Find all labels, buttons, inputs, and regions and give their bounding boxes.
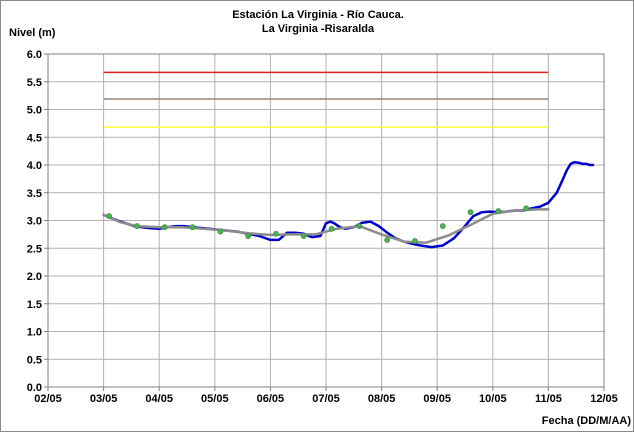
x-tick-label: 10/05	[479, 393, 507, 405]
data-point-marker	[356, 223, 363, 229]
x-tick-label: 11/05	[535, 393, 562, 405]
data-point-marker	[412, 238, 418, 244]
y-tick-label: 6.0	[27, 49, 42, 61]
data-point-marker	[495, 208, 502, 214]
y-tick-label: 0.0	[27, 382, 42, 394]
observed-level-line	[102, 160, 595, 249]
data-point-marker	[328, 225, 335, 232]
x-axis-label: Fecha (DD/M/AA)	[542, 415, 632, 427]
data-point-marker	[384, 237, 391, 243]
data-point-marker	[189, 224, 196, 231]
chart-title: Estación La Virginia - Río Cauca.	[232, 9, 404, 21]
x-tick-label: 08/05	[368, 393, 396, 405]
grid-layer	[47, 53, 605, 388]
x-tick-label: 03/05	[90, 393, 118, 405]
data-point-marker	[161, 224, 168, 231]
chart-subtitle: La Virginia -Risaralda	[262, 23, 375, 35]
y-tick-label: 2.0	[27, 271, 42, 283]
data-point-marker	[217, 228, 224, 235]
x-tick-label: 06/05	[257, 393, 285, 405]
data-point-marker	[439, 223, 446, 229]
data-point-marker	[245, 233, 252, 239]
x-tick-label: 02/05	[34, 393, 62, 405]
x-tick-label: 07/05	[312, 393, 340, 405]
y-tick-label: 0.5	[27, 354, 42, 366]
y-tick-label: 5.0	[27, 105, 42, 117]
data-point-marker	[273, 230, 279, 237]
x-tick-label: 04/05	[145, 393, 173, 405]
y-tick-label: 1.0	[27, 327, 42, 339]
y-axis-label: Nivel (m)	[9, 27, 56, 39]
series-layer	[102, 160, 595, 249]
y-tick-label: 3.0	[27, 216, 42, 228]
x-tick-label: 12/05	[590, 393, 618, 405]
data-point-marker	[467, 209, 474, 216]
smoothed-level-line	[102, 208, 550, 244]
x-tick-label: 09/05	[423, 393, 451, 405]
y-tick-label: 2.5	[27, 243, 42, 255]
data-point-marker	[523, 205, 530, 212]
tick-layer: 0.0 0.5 1.0 1.5 2.0 2.5 3.0 3.5 4.0 4.5 5.0 5.5 6.0 0…	[27, 49, 618, 405]
data-point-marker	[300, 233, 307, 239]
x-tick-label: 05/05	[201, 393, 229, 405]
y-tick-label: 4.0	[27, 160, 42, 172]
y-tick-label: 1.5	[27, 299, 42, 311]
y-tick-label: 3.5	[27, 188, 42, 200]
plot-area-border	[47, 53, 605, 388]
y-tick-label: 5.5	[27, 77, 42, 89]
threshold-layer	[103, 71, 549, 129]
data-point-marker	[106, 213, 113, 219]
data-point-marker	[134, 223, 140, 229]
y-tick-label: 4.5	[27, 132, 42, 144]
